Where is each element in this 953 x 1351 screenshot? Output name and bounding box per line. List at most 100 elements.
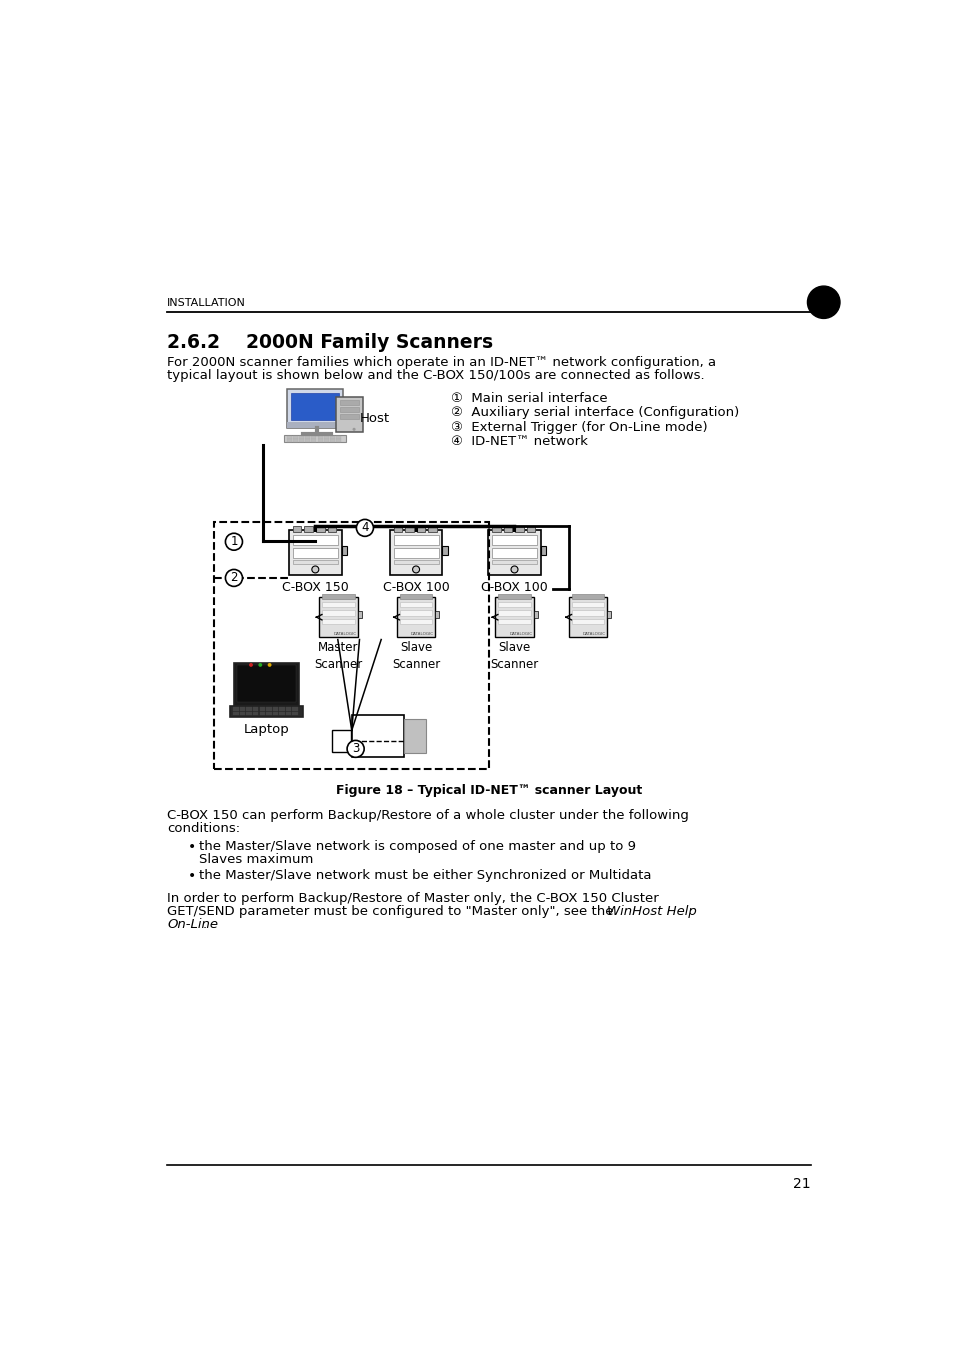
Text: conditions:: conditions: <box>167 821 240 835</box>
Bar <box>293 712 297 716</box>
Text: Master
Scanner: Master Scanner <box>314 642 362 671</box>
Bar <box>416 527 425 532</box>
Circle shape <box>412 566 419 573</box>
Bar <box>298 436 304 439</box>
Text: DATALOGIC: DATALOGIC <box>333 632 356 636</box>
Bar <box>534 611 537 619</box>
Bar <box>571 611 604 616</box>
Bar <box>315 527 324 532</box>
Bar <box>233 708 238 711</box>
Bar <box>311 439 316 442</box>
Bar <box>287 423 343 428</box>
Bar <box>279 708 284 711</box>
Text: 1: 1 <box>230 535 237 549</box>
Bar <box>273 712 278 716</box>
Bar <box>540 546 546 555</box>
Text: C-BOX 150: C-BOX 150 <box>282 581 349 594</box>
Bar <box>322 601 355 607</box>
Bar <box>492 535 537 544</box>
Bar <box>332 731 351 753</box>
Text: C-BOX 150 can perform Backup/Restore of a whole cluster under the following: C-BOX 150 can perform Backup/Restore of … <box>167 809 688 821</box>
Bar <box>322 611 355 616</box>
Bar <box>266 708 272 711</box>
Bar <box>571 619 604 624</box>
Circle shape <box>353 428 355 431</box>
Circle shape <box>225 534 242 550</box>
Bar <box>286 708 291 711</box>
Bar <box>568 597 607 638</box>
Bar <box>253 708 258 711</box>
Bar <box>399 611 432 616</box>
Text: C-BOX 100: C-BOX 100 <box>480 581 547 594</box>
Bar <box>323 439 329 442</box>
Text: •: • <box>187 869 195 884</box>
Text: 2: 2 <box>817 293 829 311</box>
Bar <box>495 597 534 638</box>
Circle shape <box>347 740 364 758</box>
Bar <box>246 708 252 711</box>
Text: INSTALLATION: INSTALLATION <box>167 299 246 308</box>
Bar <box>394 527 402 532</box>
Bar <box>394 561 438 565</box>
Bar <box>293 436 297 439</box>
Bar <box>286 439 292 442</box>
Circle shape <box>258 663 262 667</box>
Bar <box>319 597 357 638</box>
Text: Host: Host <box>359 412 389 426</box>
Bar <box>236 665 295 703</box>
Bar <box>335 436 341 439</box>
Bar <box>291 393 339 420</box>
Circle shape <box>312 566 318 573</box>
Bar <box>428 527 436 532</box>
Bar <box>293 439 297 442</box>
Text: 3: 3 <box>352 742 359 755</box>
Bar <box>311 436 316 439</box>
Text: For 2000N scanner families which operate in an ID-NET™ network configuration, a: For 2000N scanner families which operate… <box>167 357 716 369</box>
Bar <box>305 436 310 439</box>
Bar <box>352 715 404 758</box>
Text: 2.6.2    2000N Family Scanners: 2.6.2 2000N Family Scanners <box>167 334 493 353</box>
Text: ②  Auxiliary serial interface (Configuration): ② Auxiliary serial interface (Configurat… <box>451 407 739 419</box>
Circle shape <box>511 566 517 573</box>
Text: 21: 21 <box>792 1177 810 1192</box>
Bar <box>233 712 238 716</box>
Bar <box>526 527 535 532</box>
Bar <box>328 527 335 532</box>
Bar <box>317 439 322 442</box>
Bar <box>304 527 313 532</box>
Bar <box>239 712 245 716</box>
Circle shape <box>268 663 272 667</box>
Text: In order to perform Backup/Restore of Master only, the C-BOX 150 Cluster: In order to perform Backup/Restore of Ma… <box>167 892 659 905</box>
Bar <box>399 601 432 607</box>
Text: DATALOGIC: DATALOGIC <box>582 632 605 636</box>
Bar <box>289 530 341 574</box>
Bar <box>293 708 297 711</box>
Bar <box>405 527 414 532</box>
Text: C-BOX 100: C-BOX 100 <box>382 581 449 594</box>
Bar <box>396 597 435 638</box>
Bar <box>394 549 438 558</box>
Bar <box>293 527 301 532</box>
Text: the Master/Slave network is composed of one master and up to 9: the Master/Slave network is composed of … <box>199 840 636 852</box>
Bar <box>286 436 292 439</box>
Bar <box>435 611 439 619</box>
Text: ①  Main serial interface: ① Main serial interface <box>451 392 607 404</box>
Bar <box>335 439 341 442</box>
Bar <box>213 523 488 769</box>
Bar <box>340 400 358 405</box>
Bar <box>266 712 272 716</box>
Bar <box>259 708 265 711</box>
Bar <box>497 611 530 616</box>
Text: 2: 2 <box>230 571 237 585</box>
Bar <box>322 594 355 598</box>
Bar <box>442 546 447 555</box>
Bar <box>399 594 432 598</box>
Text: Slaves maximum: Slaves maximum <box>199 852 314 866</box>
Text: Slave
Scanner: Slave Scanner <box>490 642 538 671</box>
Bar <box>305 439 310 442</box>
Bar <box>340 407 358 412</box>
Bar <box>239 708 245 711</box>
Bar <box>286 712 291 716</box>
Text: WinHost Help: WinHost Help <box>607 905 697 919</box>
Bar <box>497 619 530 624</box>
